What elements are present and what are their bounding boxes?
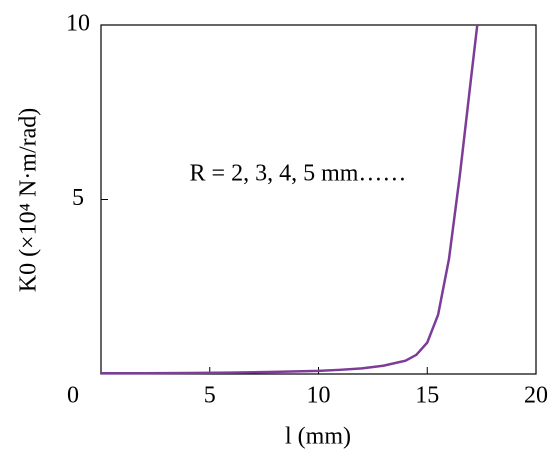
x-axis-label: l (mm) bbox=[285, 424, 351, 450]
x-tick-label: 5 bbox=[204, 383, 216, 409]
x-tick-label: 10 bbox=[307, 383, 331, 409]
y-axis-label: K0 (×10⁴ N·m/rad) bbox=[16, 108, 42, 293]
y-tick-label: 0 bbox=[67, 383, 79, 409]
x-tick-label: 15 bbox=[415, 383, 439, 409]
y-tick-label: 10 bbox=[66, 11, 90, 37]
y-tick-label: 5 bbox=[72, 185, 84, 211]
line bbox=[101, 24, 479, 375]
x-tick-label: 20 bbox=[524, 383, 548, 409]
annotation: R = 2, 3, 4, 5 mm…… bbox=[190, 161, 407, 187]
